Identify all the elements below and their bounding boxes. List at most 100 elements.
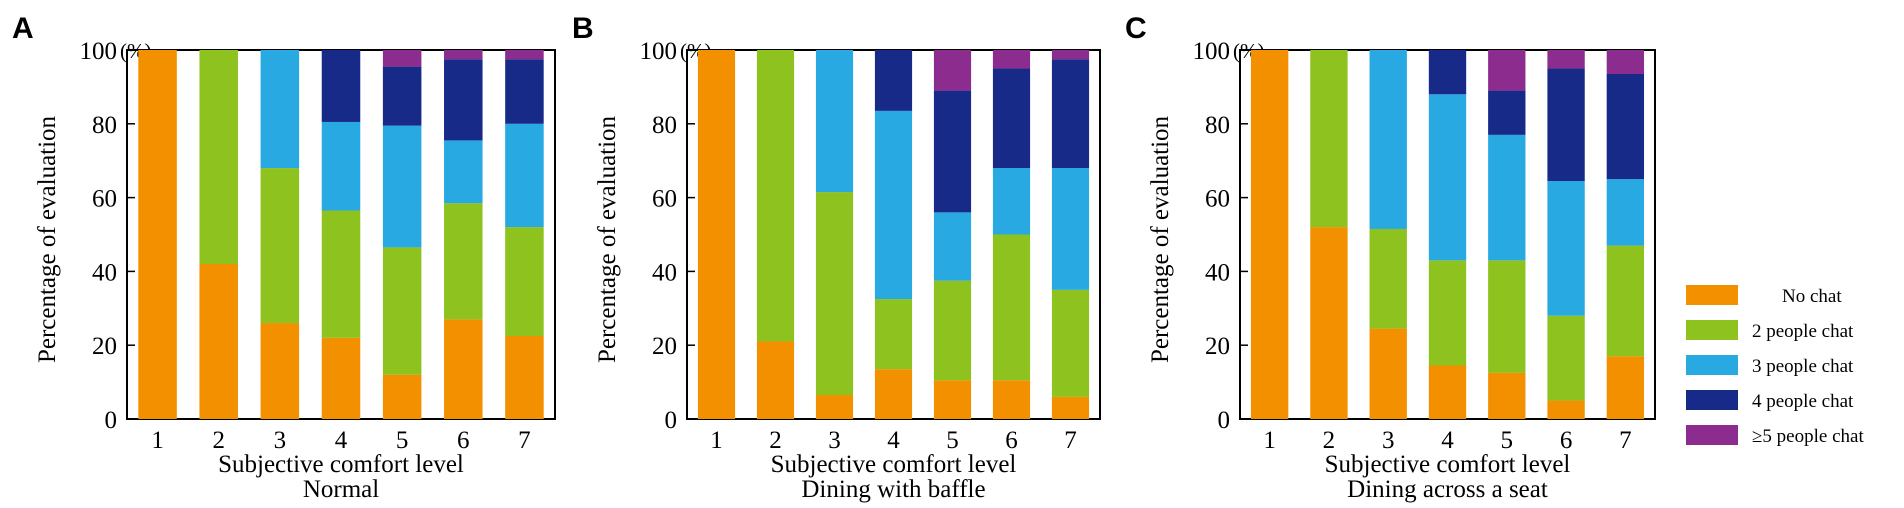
y-tick-label: 40 xyxy=(652,259,677,286)
legend-swatch-no-chat xyxy=(1686,285,1738,305)
x-tick-label: 3 xyxy=(1382,427,1395,454)
bar-segment-no-chat-level-1 xyxy=(138,50,177,419)
bar-segment-2-people-chat-level-6 xyxy=(992,234,1031,381)
bar-segment-2-people-chat-level-5 xyxy=(933,280,972,381)
bar-segment-3-people-chat-level-3 xyxy=(815,50,854,193)
bar-segment-no-chat-level-7 xyxy=(505,335,544,419)
panel-subtitle: Dining with baffle xyxy=(801,476,985,503)
bar-segment-no-chat-level-2 xyxy=(199,264,238,419)
bar-segment-4-people-chat-level-5 xyxy=(1488,90,1526,135)
bar-segment-no-chat-level-6 xyxy=(992,380,1031,419)
panel-subtitle: Normal xyxy=(303,476,379,503)
bar-segment-3-people-chat-level-5 xyxy=(382,125,422,248)
x-tick-label: 5 xyxy=(946,427,959,454)
legend-label-no-chat: No chat xyxy=(1782,286,1842,307)
bar-segment-3-people-chat-level-7 xyxy=(1606,179,1645,246)
bar-segment-4-people-chat-level-4 xyxy=(874,50,913,111)
bar-segment-3-people-chat-level-7 xyxy=(505,123,544,228)
bar-segment-no-chat-level-4 xyxy=(874,369,913,419)
y-tick-label: 80 xyxy=(1205,112,1230,139)
y-axis-title: Percentage of evaluation xyxy=(34,115,61,363)
bar-segment-2-people-chat-level-2 xyxy=(756,50,795,342)
x-tick-label: 1 xyxy=(1263,427,1276,454)
y-tick-label: 80 xyxy=(652,112,677,139)
bar-segment-4-people-chat-level-6 xyxy=(444,59,483,141)
bar-segment-2-people-chat-level-4 xyxy=(321,210,361,338)
bar-segment-4-people-chat-level-4 xyxy=(1428,50,1467,95)
bar-segment-gte-5-people-chat-level-5 xyxy=(1488,50,1526,91)
bar-segment-no-chat-level-7 xyxy=(1606,356,1645,419)
y-tick-label: 80 xyxy=(92,112,117,139)
legend: No chat 2 people chat 3 people chat 4 pe… xyxy=(1686,285,1864,447)
bar-segment-gte-5-people-chat-level-7 xyxy=(1606,50,1645,74)
y-tick-label: 20 xyxy=(92,333,117,360)
bar-segment-no-chat-level-5 xyxy=(382,374,422,419)
panel-letter: C xyxy=(1125,12,1147,45)
bar-segment-3-people-chat-level-3 xyxy=(1369,50,1407,229)
legend-label-5-plus-people-chat: ≥5 people chat xyxy=(1752,426,1864,447)
bar-segment-3-people-chat-level-6 xyxy=(992,168,1031,235)
bar-segment-gte-5-people-chat-level-6 xyxy=(444,50,483,60)
y-tick-label: 0 xyxy=(665,407,678,434)
bar-segment-3-people-chat-level-6 xyxy=(444,140,483,204)
x-tick-label: 3 xyxy=(274,427,287,454)
y-tick-label: 20 xyxy=(652,333,677,360)
panel-letter: B xyxy=(572,12,594,45)
bar-segment-2-people-chat-level-5 xyxy=(1488,260,1526,373)
legend-swatch-3-people-chat xyxy=(1686,355,1738,375)
bar-segment-no-chat-level-3 xyxy=(260,323,300,419)
bar-segment-4-people-chat-level-7 xyxy=(1051,59,1090,169)
bar-segment-4-people-chat-level-5 xyxy=(382,66,422,126)
bar-segment-2-people-chat-level-2 xyxy=(199,50,238,265)
bar-segment-3-people-chat-level-4 xyxy=(874,110,913,300)
bar-segment-gte-5-people-chat-level-7 xyxy=(1051,50,1090,60)
bar-segment-gte-5-people-chat-level-7 xyxy=(505,50,544,60)
bar-segment-2-people-chat-level-6 xyxy=(444,203,483,320)
bar-segment-2-people-chat-level-4 xyxy=(1428,260,1467,366)
x-tick-label: 6 xyxy=(1005,427,1018,454)
bar-segment-3-people-chat-level-3 xyxy=(260,50,300,169)
x-tick-label: 2 xyxy=(1323,427,1336,454)
bar-segment-gte-5-people-chat-level-5 xyxy=(382,50,422,67)
bar-segment-4-people-chat-level-5 xyxy=(933,90,972,213)
x-tick-label: 6 xyxy=(457,427,470,454)
bar-segment-3-people-chat-level-6 xyxy=(1547,180,1585,316)
bar-segment-2-people-chat-level-2 xyxy=(1310,50,1348,228)
x-tick-label: 2 xyxy=(212,427,225,454)
y-tick-label: 20 xyxy=(1205,333,1230,360)
y-tick-label: 40 xyxy=(1205,259,1230,286)
y-tick-label: 0 xyxy=(105,407,118,434)
bar-segment-no-chat-level-6 xyxy=(1547,400,1585,419)
panel-letter: A xyxy=(12,12,34,45)
bar-segment-no-chat-level-1 xyxy=(697,50,736,419)
bar-segment-gte-5-people-chat-level-5 xyxy=(933,50,972,91)
legend-label-2-people-chat: 2 people chat xyxy=(1752,321,1854,342)
legend-swatch-5-plus-people-chat xyxy=(1686,425,1738,445)
bar-segment-2-people-chat-level-4 xyxy=(874,299,913,370)
legend-swatch-2-people-chat xyxy=(1686,320,1738,340)
y-tick-label: 100 xyxy=(640,38,678,65)
bar-segment-no-chat-level-2 xyxy=(1310,227,1348,419)
bar-segment-3-people-chat-level-4 xyxy=(1428,94,1467,261)
x-tick-label: 7 xyxy=(1619,427,1632,454)
bar-segment-no-chat-level-2 xyxy=(756,341,795,419)
bar-segment-3-people-chat-level-5 xyxy=(1488,134,1526,261)
x-axis-title: Subjective comfort level xyxy=(771,451,1017,478)
bar-segment-gte-5-people-chat-level-6 xyxy=(1547,50,1585,69)
bar-segment-2-people-chat-level-3 xyxy=(260,168,300,324)
x-tick-label: 3 xyxy=(828,427,841,454)
bar-segment-4-people-chat-level-6 xyxy=(1547,68,1585,181)
y-tick-label: 0 xyxy=(1218,407,1231,434)
y-tick-label: 40 xyxy=(92,259,117,286)
bar-segment-3-people-chat-level-7 xyxy=(1051,168,1090,290)
x-tick-label: 7 xyxy=(518,427,531,454)
y-tick-label: 60 xyxy=(652,186,677,213)
x-tick-label: 4 xyxy=(1441,427,1454,454)
bar-segment-no-chat-level-6 xyxy=(444,319,483,419)
bar-segment-no-chat-level-7 xyxy=(1051,396,1090,419)
bar-segment-no-chat-level-4 xyxy=(321,337,361,419)
legend-label-4-people-chat: 4 people chat xyxy=(1752,391,1854,412)
